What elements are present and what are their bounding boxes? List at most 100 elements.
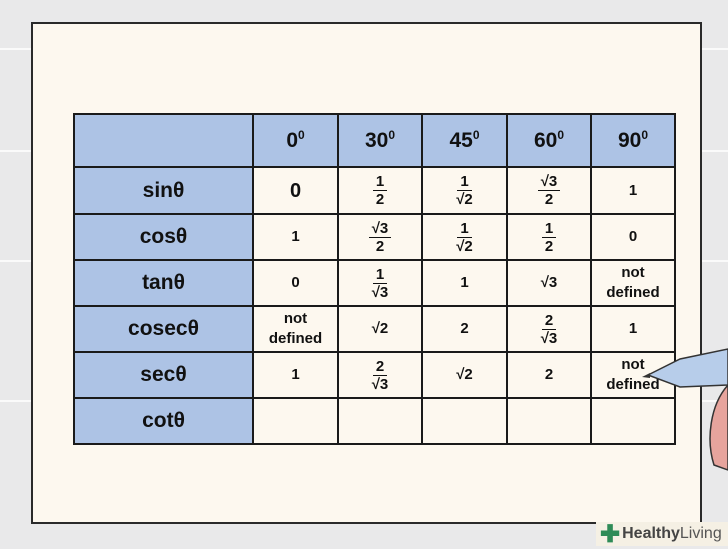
watermark-bold: Healthy	[622, 525, 680, 542]
cell-value: not defined	[606, 356, 660, 393]
angle-value: 60	[533, 129, 558, 152]
plus-icon: ✚	[600, 520, 621, 548]
value-cell	[421, 397, 508, 445]
fraction: 1 √2	[456, 173, 473, 208]
value-cell: 2	[506, 351, 592, 399]
degree-mark: 0	[641, 128, 649, 142]
numerator: 1	[457, 173, 472, 191]
function-label: tanθ	[73, 259, 254, 307]
denominator: 2	[375, 237, 385, 255]
angle-header: 600	[506, 113, 592, 168]
fraction: 2 √3	[372, 358, 389, 393]
angle-header: 00	[252, 113, 339, 168]
value-cell: 1 √2	[421, 166, 508, 215]
value-cell: √3 2	[337, 213, 423, 261]
angle-header: 900	[590, 113, 676, 168]
denominator: √3	[371, 283, 389, 301]
value-cell: 0	[590, 213, 676, 261]
fraction: 1 √3	[372, 266, 389, 301]
degree-mark: 0	[298, 128, 305, 142]
function-label: cosecθ	[73, 305, 254, 353]
fraction: 1 √2	[456, 220, 473, 255]
cell-value: not defined	[606, 264, 660, 301]
numerator: 1	[372, 266, 388, 284]
angle-value: 90	[617, 129, 642, 152]
watermark-logo: ✚ Healthy Living	[596, 520, 728, 548]
cell-value: 1	[291, 228, 300, 245]
function-label: sinθ	[73, 166, 254, 215]
numerator: 2	[541, 312, 557, 330]
value-cell: 1	[421, 259, 508, 307]
denominator: 2	[544, 237, 554, 255]
value-cell: 0	[252, 259, 339, 307]
degree-mark: 0	[472, 128, 480, 142]
angle-value: 30	[364, 129, 389, 152]
function-label: cosθ	[73, 213, 254, 261]
cell-value: 2	[460, 320, 469, 337]
value-cell: 1	[590, 166, 676, 215]
denominator: 2	[375, 191, 385, 208]
cell-value: 0	[289, 179, 302, 202]
cell-value: not defined	[268, 310, 323, 347]
fraction: 2 √3	[541, 312, 558, 347]
corner-cell	[73, 113, 254, 168]
angle-value: 45	[449, 129, 473, 152]
value-cell	[506, 397, 592, 445]
pen-hand-icon	[642, 348, 728, 471]
cell-value: 0	[291, 274, 300, 291]
value-cell: 0	[252, 166, 339, 215]
numerator: 2	[372, 358, 388, 376]
value-cell: not defined	[252, 305, 339, 353]
cell-value: √3	[540, 274, 558, 291]
cell-value: 1	[460, 274, 469, 291]
trig-table: 00 300 450 600 900 sinθ 0 1 2 1 √2 √3 2 1 cosθ 1 √3 2 1 √2 1…	[73, 113, 676, 445]
fraction: √3 2	[537, 173, 561, 208]
numerator: 1	[372, 173, 388, 191]
value-cell	[590, 397, 676, 445]
angle-header: 300	[337, 113, 423, 168]
value-cell: 1 √2	[421, 213, 508, 261]
degree-mark: 0	[557, 128, 565, 142]
value-cell: 1	[252, 351, 339, 399]
denominator: √2	[456, 191, 473, 208]
value-cell: √2	[421, 351, 508, 399]
value-cell: √2	[337, 305, 423, 353]
cell-value: 1	[628, 181, 638, 199]
value-cell: not defined	[590, 259, 676, 307]
numerator: √3	[537, 173, 561, 191]
numerator: 1	[541, 220, 557, 238]
angle-value: 0	[286, 129, 298, 152]
denominator: √2	[456, 237, 473, 255]
function-label: cotθ	[73, 397, 254, 445]
numerator: 1	[457, 220, 472, 238]
value-cell: 1 √3	[337, 259, 423, 307]
denominator: √3	[371, 375, 389, 393]
value-cell	[337, 397, 423, 445]
value-cell: 2	[421, 305, 508, 353]
cell-value: 1	[291, 366, 300, 383]
fraction: √3 2	[368, 220, 392, 255]
cell-value: 0	[628, 228, 638, 245]
function-label: secθ	[73, 351, 254, 399]
watermark-light: Living	[679, 525, 722, 542]
cell-value: √2	[456, 366, 473, 383]
value-cell: 1	[590, 305, 676, 353]
value-cell: 1	[252, 213, 339, 261]
cell-value: 1	[628, 320, 638, 337]
degree-mark: 0	[388, 128, 396, 142]
cell-value: 2	[544, 366, 554, 383]
value-cell: 2 √3	[506, 305, 592, 353]
value-cell	[252, 397, 339, 445]
denominator: √3	[540, 329, 558, 347]
value-cell: √3 2	[506, 166, 592, 215]
value-cell: 2 √3	[337, 351, 423, 399]
cell-value: √2	[371, 320, 389, 337]
value-cell: √3	[506, 259, 592, 307]
denominator: 2	[544, 191, 554, 208]
numerator: √3	[368, 220, 392, 238]
angle-header: 450	[421, 113, 508, 168]
